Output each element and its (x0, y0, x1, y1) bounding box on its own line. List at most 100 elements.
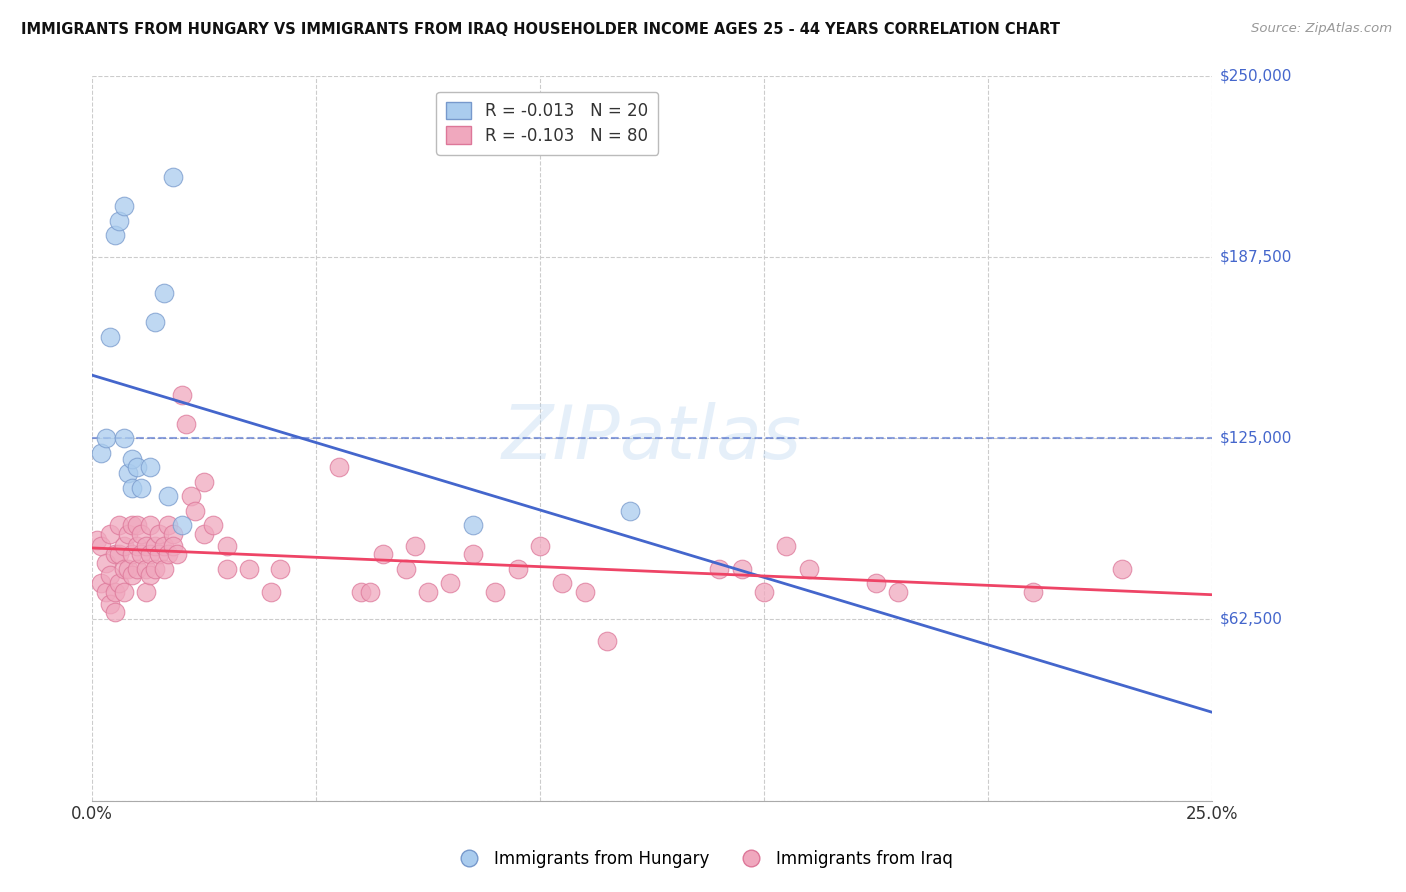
Point (108, 576, 131, 591)
Point (416, 585, 439, 599)
Point (709, 562, 731, 576)
Point (103, 605, 125, 619)
Point (125, 562, 148, 576)
Point (180, 489, 202, 503)
Point (121, 451, 143, 466)
Point (238, 562, 260, 576)
Point (121, 518, 143, 533)
Point (404, 539, 426, 553)
Point (86, 533, 108, 547)
Point (125, 539, 148, 553)
Point (170, 518, 193, 533)
Point (121, 481, 143, 495)
Text: IMMIGRANTS FROM HUNGARY VS IMMIGRANTS FROM IRAQ HOUSEHOLDER INCOME AGES 25 - 44 : IMMIGRANTS FROM HUNGARY VS IMMIGRANTS FR… (21, 22, 1060, 37)
Point (215, 539, 238, 553)
Point (143, 315, 166, 329)
Point (139, 518, 162, 533)
Point (887, 585, 910, 599)
Point (103, 585, 125, 599)
Text: $62,500: $62,500 (1220, 612, 1284, 627)
Point (162, 170, 184, 185)
Point (139, 567, 162, 582)
Point (484, 585, 506, 599)
Point (752, 585, 775, 599)
Point (98, 597, 121, 611)
Point (112, 585, 135, 599)
Point (202, 518, 225, 533)
Point (395, 562, 418, 576)
Point (184, 504, 207, 518)
Point (143, 562, 166, 576)
Point (260, 585, 283, 599)
Point (148, 547, 170, 561)
Point (135, 539, 157, 553)
Point (775, 539, 797, 553)
Point (730, 562, 752, 576)
Point (103, 228, 125, 243)
Point (121, 547, 143, 561)
Point (153, 562, 176, 576)
Point (359, 585, 381, 599)
Point (90, 576, 112, 591)
Point (461, 547, 484, 561)
Point (328, 460, 350, 475)
Point (143, 539, 166, 553)
Point (1022, 585, 1045, 599)
Point (139, 547, 162, 561)
Point (865, 576, 887, 591)
Point (125, 460, 148, 475)
Point (215, 562, 238, 576)
Point (551, 576, 574, 591)
Point (157, 489, 180, 503)
Point (166, 547, 188, 561)
Point (439, 576, 461, 591)
Point (112, 431, 135, 445)
Point (350, 585, 373, 599)
Text: ZIPatlas: ZIPatlas (502, 402, 801, 475)
Point (94, 431, 117, 445)
Point (170, 388, 193, 402)
Point (529, 539, 551, 553)
Point (117, 527, 139, 541)
Point (148, 527, 170, 541)
Point (135, 562, 157, 576)
Text: Source: ZipAtlas.com: Source: ZipAtlas.com (1251, 22, 1392, 36)
Point (269, 562, 291, 576)
Legend: R = -0.013   N = 20, R = -0.103   N = 80: R = -0.013 N = 20, R = -0.103 N = 80 (436, 92, 658, 154)
Text: $125,000: $125,000 (1220, 431, 1292, 446)
Point (94, 585, 117, 599)
Legend: Immigrants from Hungary, Immigrants from Iraq: Immigrants from Hungary, Immigrants from… (446, 844, 960, 875)
Point (98, 330, 121, 344)
Text: $187,500: $187,500 (1220, 250, 1292, 265)
Point (117, 466, 139, 480)
Text: $250,000: $250,000 (1220, 69, 1292, 84)
Point (139, 460, 162, 475)
Point (574, 585, 596, 599)
Point (461, 518, 484, 533)
Point (1111, 562, 1133, 576)
Point (596, 634, 619, 648)
Point (125, 518, 148, 533)
Point (112, 539, 135, 553)
Point (131, 527, 153, 541)
Point (619, 504, 641, 518)
Point (90, 446, 112, 460)
Point (117, 562, 139, 576)
Point (157, 518, 180, 533)
Point (112, 199, 135, 213)
Point (157, 547, 180, 561)
Point (108, 214, 131, 228)
Point (153, 286, 176, 301)
Point (108, 518, 131, 533)
Point (797, 562, 820, 576)
Point (108, 547, 131, 561)
Point (103, 547, 125, 561)
Point (162, 527, 184, 541)
Point (174, 417, 197, 431)
Point (131, 547, 153, 561)
Point (112, 562, 135, 576)
Point (98, 567, 121, 582)
Point (135, 585, 157, 599)
Point (131, 481, 153, 495)
Point (162, 539, 184, 553)
